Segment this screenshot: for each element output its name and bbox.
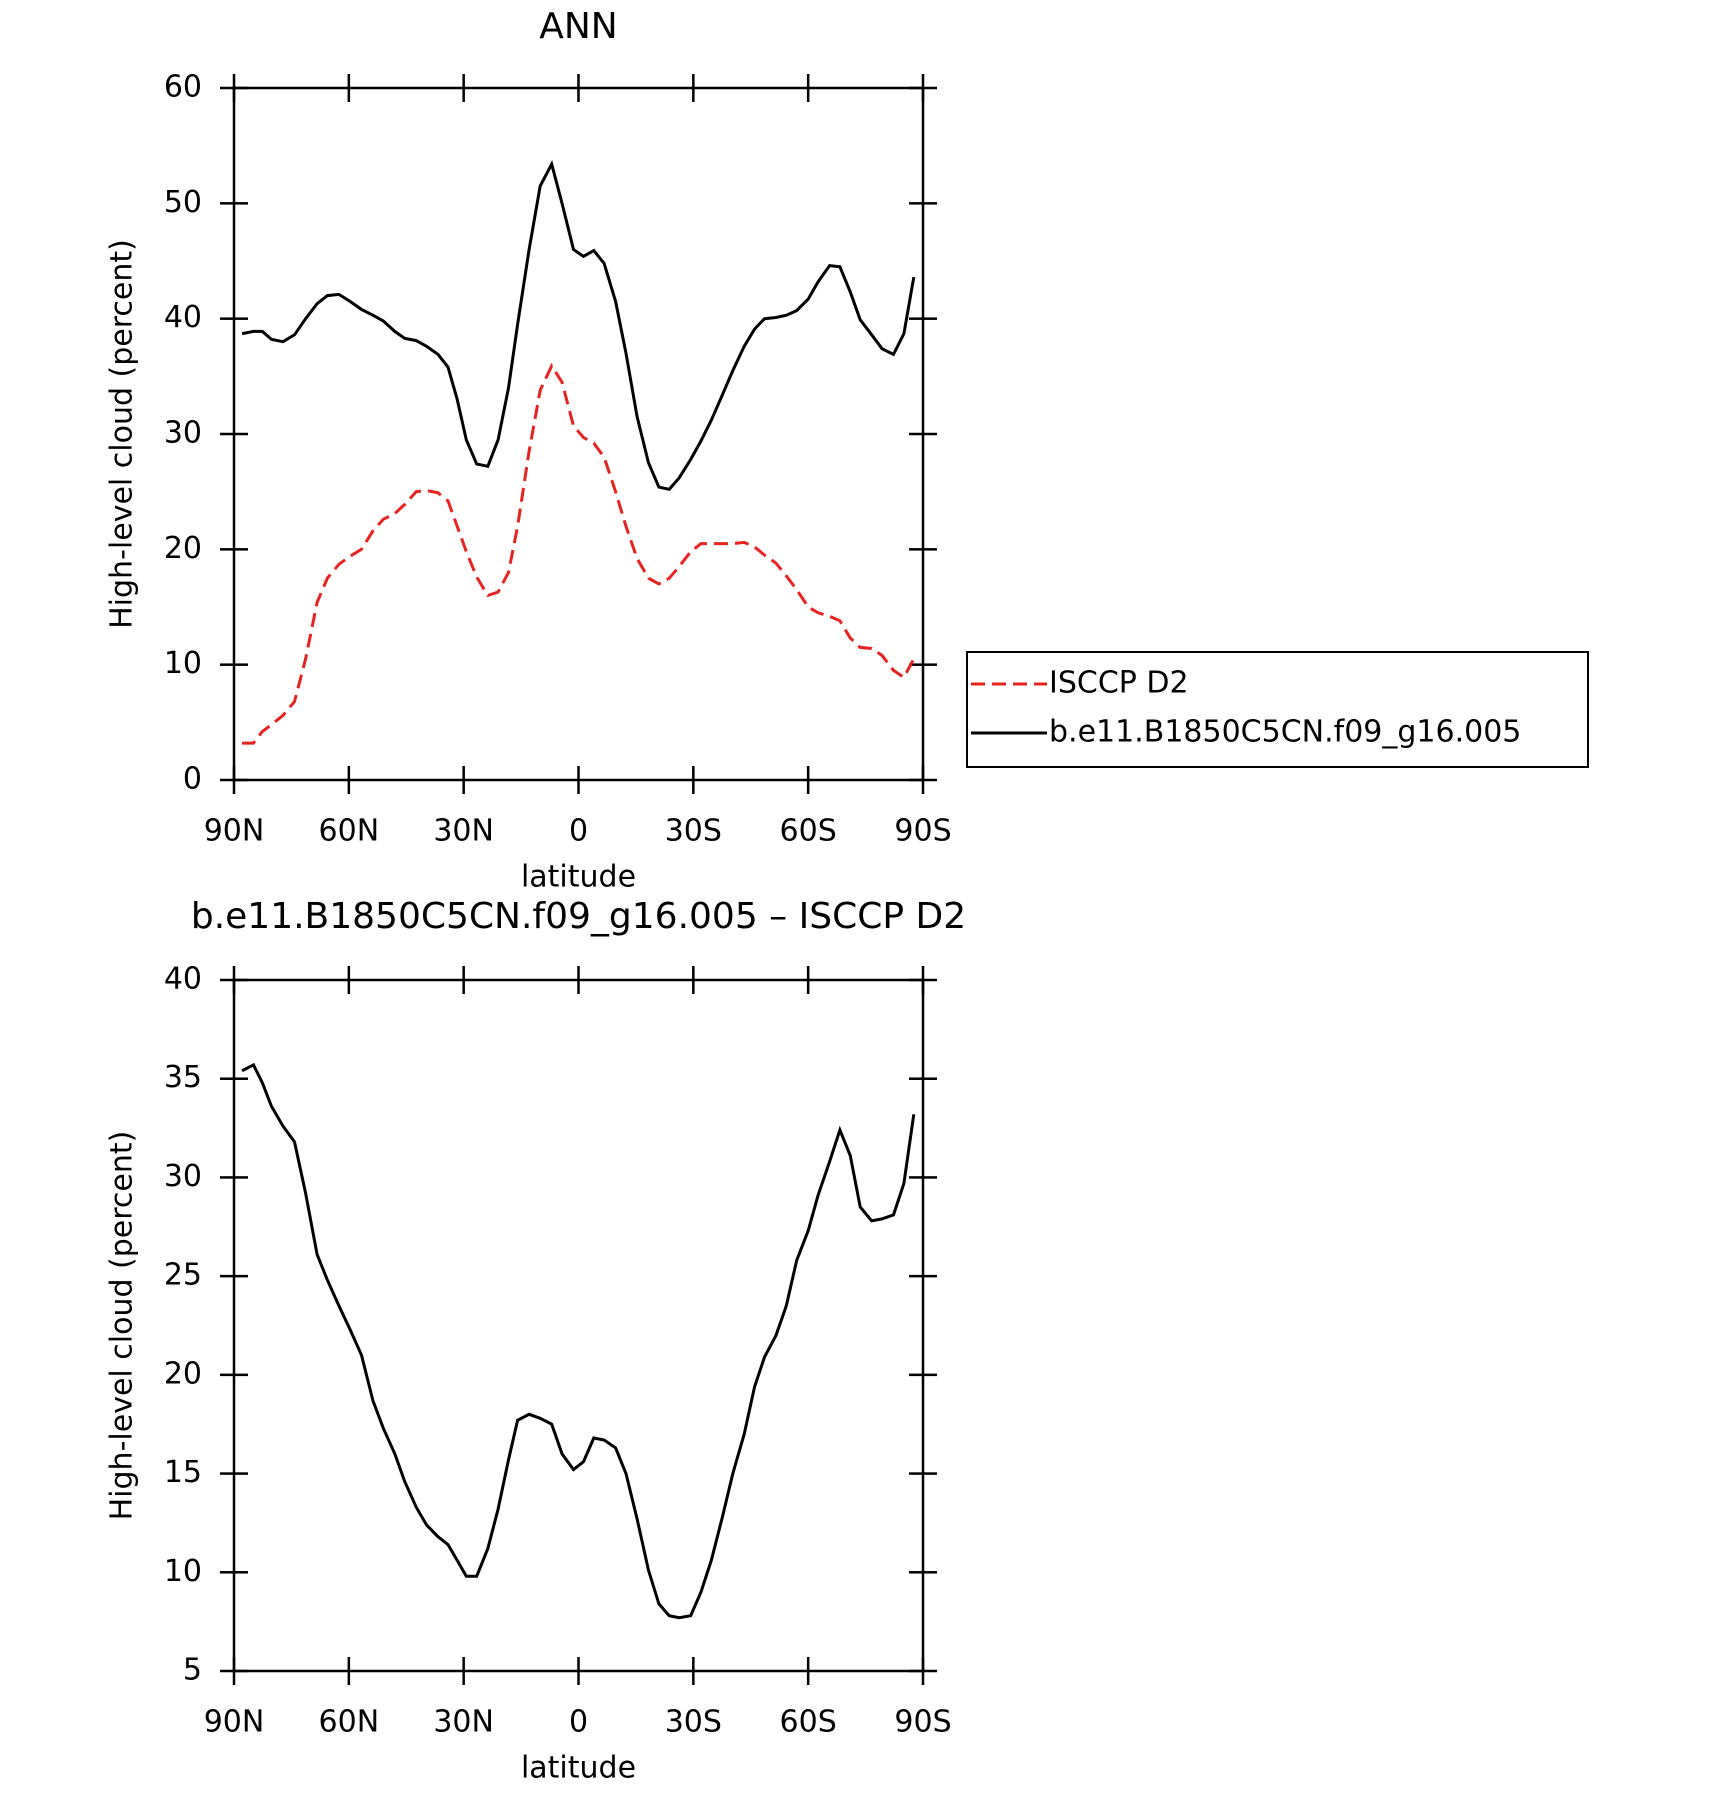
- y-tick-label: 15: [164, 1455, 202, 1490]
- plot-frame: [232, 978, 925, 1673]
- x-tick-label: 60S: [780, 1705, 837, 1740]
- y-axis-label: High-level cloud (percent): [105, 239, 140, 629]
- y-axis-label: High-level cloud (percent): [105, 1131, 140, 1521]
- y-tick-label: 30: [164, 416, 202, 451]
- y-tick-label: 0: [183, 762, 202, 797]
- y-tick-label: 40: [164, 300, 202, 335]
- x-axis-label: latitude: [521, 860, 636, 895]
- y-tick-label: 10: [164, 646, 202, 681]
- x-axis-label: latitude: [521, 1751, 636, 1786]
- data-line: [242, 362, 916, 745]
- y-tick-label: 20: [164, 531, 202, 566]
- x-tick-label: 60S: [780, 814, 837, 849]
- x-tick-label: 60N: [319, 814, 380, 849]
- legend-label: b.e11.B1850C5CN.f09_g16.005: [1049, 715, 1521, 750]
- legend-label: ISCCP D2: [1049, 666, 1189, 701]
- legend-box: [966, 651, 1589, 768]
- x-tick-label: 30S: [665, 814, 722, 849]
- x-tick-label: 30N: [433, 1705, 494, 1740]
- chart-title: ANN: [539, 6, 618, 47]
- y-tick-label: 20: [164, 1356, 202, 1391]
- data-line: [241, 1062, 916, 1620]
- y-tick-label: 5: [183, 1653, 202, 1688]
- x-tick-label: 90S: [894, 814, 951, 849]
- y-tick-label: 40: [164, 962, 202, 997]
- x-tick-label: 90N: [204, 814, 265, 849]
- y-tick-label: 10: [164, 1554, 202, 1589]
- x-tick-label: 90N: [204, 1705, 265, 1740]
- x-tick-label: 30S: [665, 1705, 722, 1740]
- x-tick-label: 0: [569, 1705, 588, 1740]
- x-tick-label: 0: [569, 814, 588, 849]
- y-tick-label: 30: [164, 1159, 202, 1194]
- data-line: [241, 159, 916, 492]
- y-tick-label: 25: [164, 1258, 202, 1293]
- y-tick-label: 60: [164, 70, 202, 105]
- y-tick-label: 35: [164, 1060, 202, 1095]
- plot-frame: [232, 86, 925, 782]
- chart-title: b.e11.B1850C5CN.f09_g16.005 – ISCCP D2: [191, 896, 966, 937]
- x-tick-label: 60N: [319, 1705, 380, 1740]
- x-tick-label: 90S: [894, 1705, 951, 1740]
- x-tick-label: 30N: [433, 814, 494, 849]
- y-tick-label: 50: [164, 185, 202, 220]
